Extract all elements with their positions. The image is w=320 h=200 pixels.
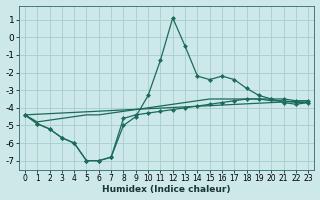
X-axis label: Humidex (Indice chaleur): Humidex (Indice chaleur): [102, 185, 231, 194]
